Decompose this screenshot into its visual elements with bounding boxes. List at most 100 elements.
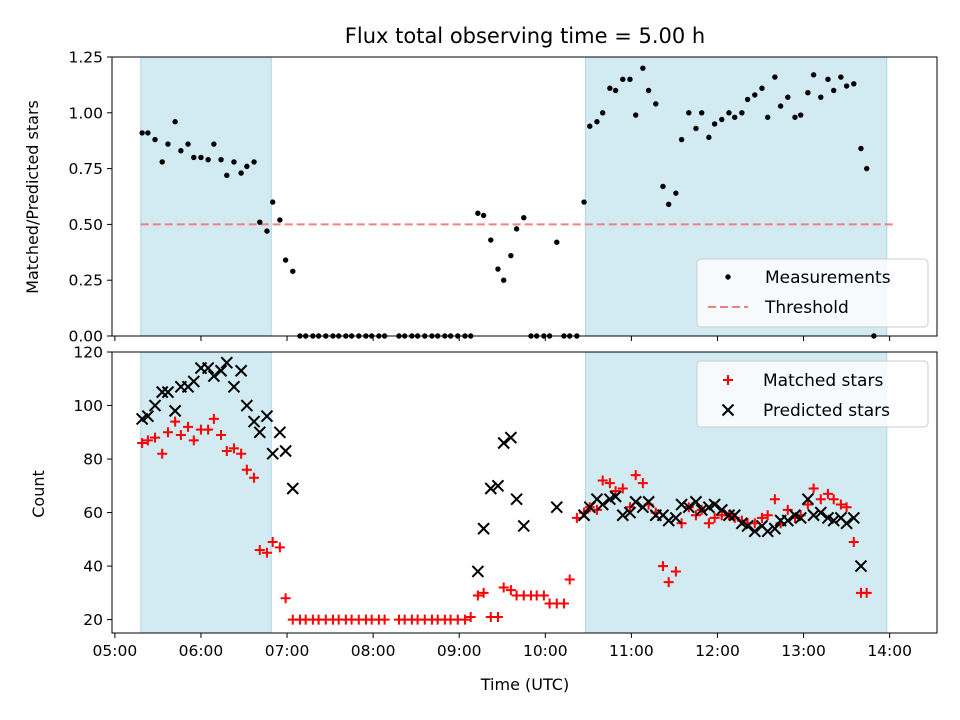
predicted-star-point — [234, 364, 248, 377]
predicted-star-point — [827, 514, 840, 527]
bottom-plot-frame — [111, 351, 938, 634]
predicted-star-point — [227, 380, 241, 393]
predicted-star-point — [201, 361, 215, 375]
measurement-point — [719, 116, 725, 123]
legend-predicted-label: Predicted stars — [763, 401, 890, 421]
top-legend-box — [696, 258, 929, 328]
matched-star-point — [267, 537, 278, 548]
measurement-point — [185, 141, 191, 147]
predicted-star-point — [156, 385, 169, 399]
predicted-star-point — [279, 444, 292, 458]
matched-star-point — [564, 574, 575, 585]
matched-star-point — [150, 432, 161, 443]
top-legend: Measurements Threshold — [696, 258, 929, 328]
predicted-star-point — [207, 369, 221, 383]
legend-measurements-label: Measurements — [765, 268, 891, 288]
measurement-point — [500, 277, 507, 283]
matched-star-point — [769, 494, 780, 505]
predicted-star-point — [187, 375, 200, 388]
matched-star-point — [142, 435, 153, 446]
matched-star-point — [498, 582, 509, 593]
bottom-y-tick-label: 80 — [83, 451, 103, 469]
predicted-star-point — [273, 426, 287, 439]
measurement-point — [587, 123, 593, 129]
matched-star-point — [762, 510, 773, 521]
predicted-star-point — [266, 447, 279, 460]
predicted-star-point — [504, 431, 518, 444]
bottom-y-tick-label: 60 — [83, 504, 103, 522]
measurement-point — [224, 172, 230, 178]
predicted-star-point — [517, 519, 530, 533]
x-tick-label: 11:00 — [609, 642, 654, 660]
measurement-point — [805, 90, 811, 96]
matched-star-point — [183, 421, 194, 432]
matched-star-point — [208, 413, 219, 424]
measurement-point — [480, 212, 487, 219]
predicted-star-point — [669, 511, 683, 525]
top-panel: 0.00 0.25 0.50 0.75 1.00 1.25 Measurements Thre… — [68, 49, 938, 346]
x-tick-label: 09:00 — [437, 642, 482, 660]
predicted-star-point — [484, 482, 497, 495]
measurement-point — [159, 159, 165, 165]
predicted-star-point — [801, 492, 815, 506]
measurement-point — [554, 239, 560, 245]
measurement-point — [678, 136, 685, 143]
x-tick-label: 13:00 — [781, 642, 826, 660]
predicted-star-point — [768, 522, 782, 535]
measurement-point — [475, 210, 481, 216]
matched-star-point — [254, 545, 265, 556]
matched-star-point — [604, 478, 615, 489]
matched-star-point — [597, 475, 608, 486]
measurement-point — [231, 159, 237, 165]
top-plot-frame — [111, 56, 938, 337]
top-y-tick-label: 0.00 — [68, 328, 103, 346]
measurement-point — [612, 87, 619, 94]
predicted-star-point — [642, 495, 655, 509]
predicted-star-point — [695, 503, 708, 517]
measurement-point — [693, 125, 699, 132]
matched-star-point — [459, 614, 470, 625]
measurement-point — [792, 114, 798, 120]
x-tick-label: 05:00 — [93, 642, 138, 660]
measurement-point — [178, 148, 184, 154]
bottom-panel: 20 40 60 80 100 120 05:00 06:00 07:00 08:00 09:00 1… — [73, 344, 938, 660]
legend-threshold-label: Threshold — [764, 298, 849, 318]
matched-star-point — [617, 483, 628, 494]
matched-star-point — [663, 577, 674, 588]
matched-star-point — [709, 512, 720, 523]
predicted-star-point — [161, 385, 175, 399]
measurement-point — [797, 112, 804, 118]
measurement-point — [282, 257, 289, 263]
measurement-point — [607, 85, 613, 91]
predicted-star-point — [847, 511, 860, 525]
bottom-y-tick-label: 100 — [73, 397, 103, 415]
measurement-point — [660, 183, 666, 190]
matched-star-point — [261, 547, 272, 558]
x-tick-label: 08:00 — [351, 642, 396, 660]
measurement-point — [632, 112, 639, 118]
top-y-tick-label: 0.50 — [68, 216, 103, 234]
matched-star-point — [815, 494, 826, 505]
top-shaded-interval-1 — [140, 57, 272, 336]
measurement-point — [843, 83, 850, 89]
measurement-point — [772, 74, 778, 80]
measurement-point — [785, 94, 791, 100]
matched-star-point — [137, 437, 148, 448]
matched-star-point — [379, 614, 390, 625]
predicted-star-point — [510, 492, 523, 506]
measurement-point — [139, 130, 145, 136]
measurement-point — [726, 110, 732, 116]
matched-star-point — [170, 416, 181, 427]
matched-star-point — [274, 542, 285, 553]
measurement-point — [759, 85, 765, 91]
predicted-star-point — [220, 356, 233, 369]
predicted-star-point — [748, 525, 761, 538]
measurement-point — [264, 228, 270, 234]
measurement-point — [251, 159, 257, 165]
predicted-star-point — [253, 426, 266, 439]
predicted-star-point — [240, 399, 254, 412]
measurement-point — [521, 215, 527, 221]
predicted-star-point — [616, 509, 629, 522]
bottom-y-tick-label: 20 — [83, 611, 103, 629]
